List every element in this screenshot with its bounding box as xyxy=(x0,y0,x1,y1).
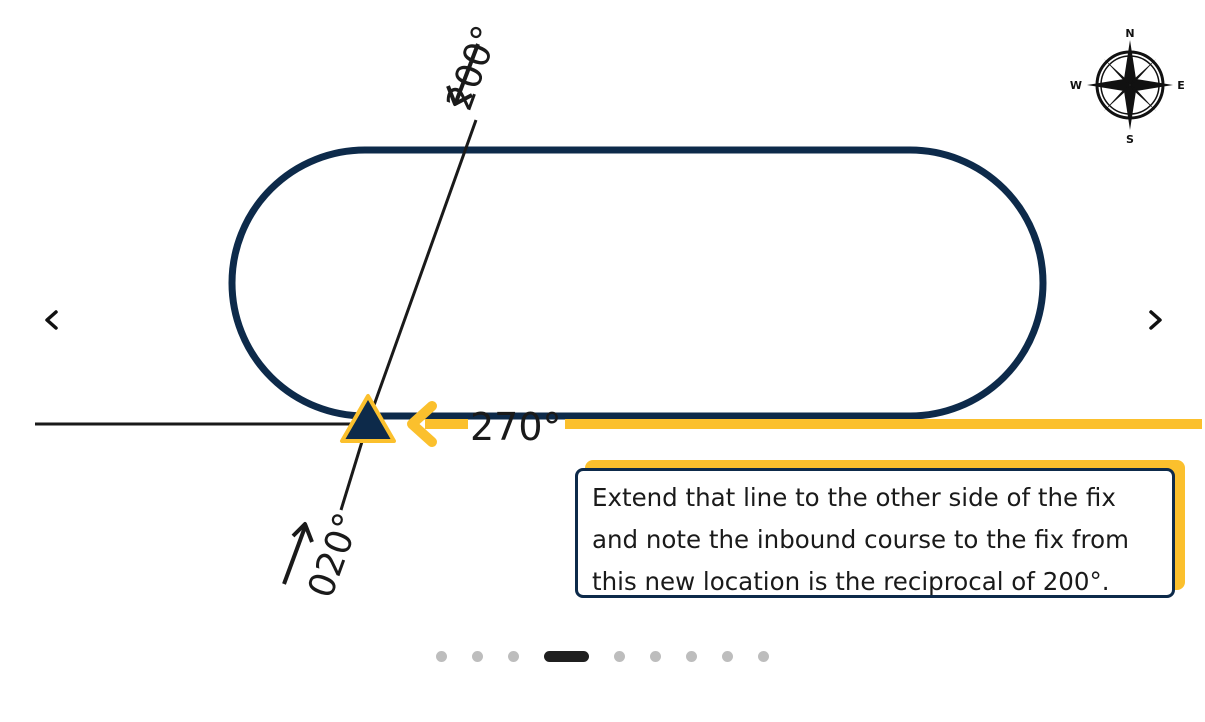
pagination-dot[interactable] xyxy=(722,650,733,662)
callout-line: this new location is the reciprocal of 2… xyxy=(592,567,1110,596)
heading-200-label: 200° xyxy=(439,20,507,116)
pagination-dot[interactable] xyxy=(686,650,697,662)
pagination-dot[interactable] xyxy=(508,650,519,662)
pagination-dot-active[interactable] xyxy=(544,650,589,662)
callout-line: Extend that line to the other side of th… xyxy=(592,483,1116,512)
chevron-right-icon xyxy=(1149,310,1162,330)
pagination-dot[interactable] xyxy=(758,650,769,662)
previous-slide-button[interactable] xyxy=(32,300,72,340)
callout-line: and note the inbound course to the fix f… xyxy=(592,525,1129,554)
heading-200-group: 200° xyxy=(439,20,507,116)
heading-020-arrow-icon xyxy=(291,522,314,543)
compass-rose-icon: N S E W xyxy=(1070,27,1185,146)
heading-200-arrow-icon xyxy=(446,85,473,106)
holding-pattern-track xyxy=(228,146,1047,420)
triangle-fix-icon xyxy=(340,394,396,443)
pagination-dot[interactable] xyxy=(614,650,625,662)
heading-200-arrow-shaft xyxy=(454,43,480,103)
heading-020-arrow-shaft xyxy=(282,526,307,585)
carousel-pagination xyxy=(0,648,1205,664)
next-slide-button[interactable] xyxy=(1135,300,1175,340)
inbound-arrow-icon xyxy=(407,401,437,447)
compass-west-label: W xyxy=(1070,79,1082,92)
explanation-callout: Extend that line to the other side of th… xyxy=(575,468,1175,598)
heading-020-group: 020° xyxy=(301,508,369,604)
course-label: 270° xyxy=(470,405,562,449)
chevron-left-icon xyxy=(45,310,58,330)
heading-020-label: 020° xyxy=(301,508,369,604)
pagination-dot[interactable] xyxy=(436,650,447,662)
pagination-dot[interactable] xyxy=(472,650,483,662)
compass-east-label: E xyxy=(1177,79,1185,92)
pagination-dot[interactable] xyxy=(650,650,661,662)
radial-line-200 xyxy=(366,119,478,423)
compass-south-label: S xyxy=(1126,133,1134,146)
holding-pattern-diagram: 270° 200° 020° N S E xyxy=(35,20,1202,604)
compass-north-label: N xyxy=(1125,27,1134,40)
carousel-slide: 270° 200° 020° N S E xyxy=(32,20,1202,604)
